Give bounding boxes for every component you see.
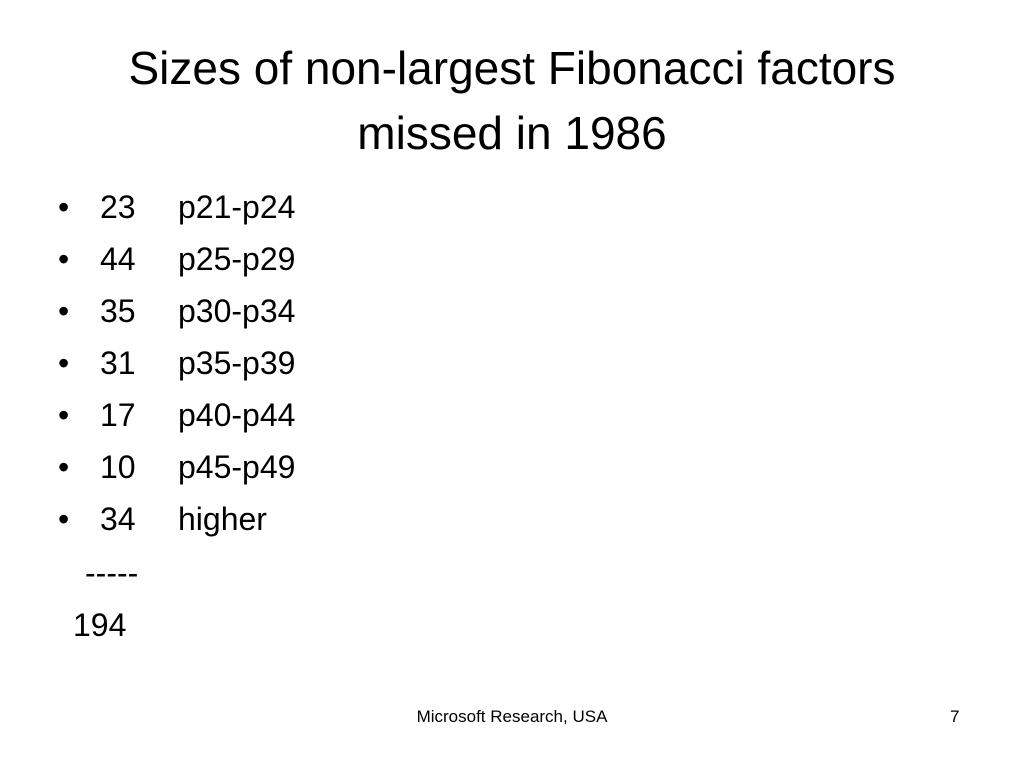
item-range: p35-p39 [178, 345, 296, 381]
bullet: • [58, 345, 70, 381]
item-count: 44 [100, 241, 136, 277]
footer: Microsoft Research, USA [416, 707, 608, 726]
item-count: 34 [100, 501, 136, 537]
item-range: higher [178, 501, 267, 537]
bullet: • [58, 501, 70, 537]
separator: ----- [85, 555, 139, 591]
bullet-item: • 44 p25-p29 [0, 233, 1024, 285]
bullet-item: • 17 p40-p44 [0, 389, 1024, 441]
bullet-item: • 34 higher [0, 493, 1024, 545]
bullet: • [58, 293, 70, 329]
item-range: p45-p49 [178, 449, 296, 485]
item-range: p21-p24 [178, 189, 296, 225]
slide-title: Sizes of non-largest Fibonacci factors m… [128, 42, 896, 159]
item-count: 23 [100, 189, 136, 225]
bullet-item: • 23 p21-p24 [0, 181, 1024, 233]
item-range: p30-p34 [178, 293, 296, 329]
item-range: p40-p44 [178, 397, 296, 433]
item-count: 31 [100, 345, 136, 381]
item-count: 35 [100, 293, 136, 329]
page-number: 7 [950, 707, 960, 726]
total: 194 [73, 607, 127, 643]
bullet: • [58, 241, 70, 277]
bullet-item: • 10 p45-p49 [0, 441, 1024, 493]
bullet: • [58, 449, 70, 485]
item-count: 10 [100, 449, 136, 485]
bullet: • [58, 189, 70, 225]
bullet-item: • 31 p35-p39 [0, 337, 1024, 389]
bullet-item: • 35 p30-p34 [0, 285, 1024, 337]
bullet: • [58, 397, 70, 433]
item-range: p25-p29 [178, 241, 296, 277]
item-count: 17 [100, 397, 136, 433]
